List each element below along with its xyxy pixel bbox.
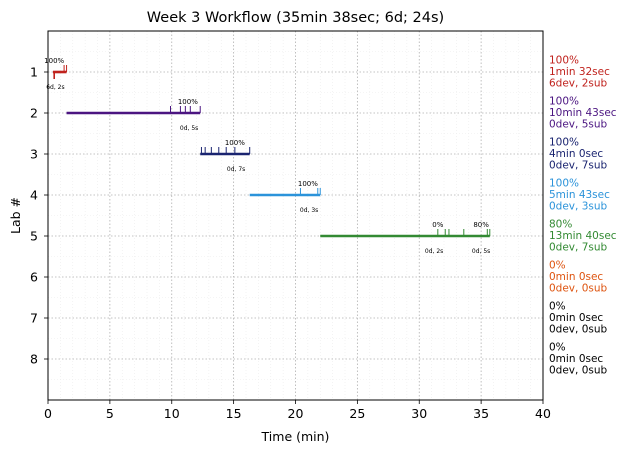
x-tick-label: 5 [106, 406, 114, 421]
dev-sub-label: 6d, 2s [46, 84, 64, 91]
x-tick-label: 20 [288, 406, 304, 421]
status-line: 0dev, 7sub [549, 242, 608, 254]
status-line: 100% [549, 137, 579, 149]
x-tick-label: 0 [44, 406, 52, 421]
dev-sub-label: 0d, 5s [180, 125, 198, 132]
status-line: 100% [549, 55, 579, 67]
lab-bars: 100% 6d, 2s 100% 0d, 5s 100% 0d, 7s 100% 0d, 3s… [44, 57, 490, 255]
progress-label: 100% [225, 139, 245, 147]
y-tick-label: 6 [30, 270, 38, 285]
x-tick-label: 15 [226, 406, 242, 421]
dev-sub-label: 0d, 5s [472, 248, 490, 255]
progress-label: 0% [432, 221, 443, 229]
y-axis-label: Lab # [8, 197, 23, 234]
status-line: 13min 40sec [549, 230, 617, 242]
status-line: 5min 43sec [549, 189, 610, 201]
x-tick-label: 30 [411, 406, 427, 421]
y-tick-label: 4 [30, 188, 38, 203]
y-tick-label: 8 [30, 352, 38, 367]
progress-label: 80% [473, 221, 489, 229]
status-line: 0dev, 5sub [549, 119, 608, 131]
status-line: 1min 32sec [549, 66, 610, 78]
chart-title: Week 3 Workflow (35min 38sec; 6d; 24s) [147, 10, 444, 26]
status-line: 10min 43sec [549, 107, 617, 119]
x-tick-label: 25 [349, 406, 365, 421]
status-line: 0min 0sec [549, 312, 603, 324]
y-tick-label: 5 [30, 229, 38, 244]
status-line: 0dev, 3sub [549, 201, 608, 213]
status-line: 0% [549, 260, 566, 272]
lab-1-group: 100% 6d, 2s [44, 57, 68, 91]
status-line: 0dev, 0sub [549, 324, 608, 336]
status-line: 0min 0sec [549, 271, 603, 283]
lab-2-group: 100% 0d, 5s [66, 98, 201, 132]
dev-sub-label: 0d, 2s [425, 248, 443, 255]
lab-3-group: 100% 0d, 7s [200, 139, 251, 173]
status-line: 100% [549, 178, 579, 190]
status-line: 6dev, 2sub [549, 78, 608, 90]
y-tick-label: 2 [30, 106, 38, 121]
lab-5-group: 0% 80% 0d, 2s 0d, 5s [320, 221, 490, 255]
progress-label: 100% [178, 98, 198, 106]
x-tick-label: 10 [164, 406, 180, 421]
status-line: 80% [549, 219, 572, 231]
dev-sub-label: 0d, 3s [300, 207, 318, 214]
status-line: 0dev, 0sub [549, 365, 608, 377]
progress-label: 100% [44, 57, 64, 65]
x-axis-label: Time (min) [261, 429, 330, 444]
status-line: 0% [549, 342, 566, 354]
status-line: 0min 0sec [549, 353, 603, 365]
status-line: 0% [549, 301, 566, 313]
axes: 0 5 10 15 20 25 30 35 40 1 2 3 4 5 6 7 8 [30, 65, 551, 422]
y-tick-label: 1 [30, 65, 38, 80]
status-line: 100% [549, 96, 579, 108]
x-tick-label: 35 [473, 406, 489, 421]
y-tick-label: 7 [30, 311, 38, 326]
status-line: 0dev, 7sub [549, 160, 608, 172]
dev-sub-label: 0d, 7s [227, 166, 245, 173]
progress-label: 100% [298, 180, 318, 188]
status-line: 4min 0sec [549, 148, 603, 160]
x-tick-label: 40 [535, 406, 551, 421]
status-line: 0dev, 0sub [549, 283, 608, 295]
y-tick-label: 3 [30, 147, 38, 162]
lab-4-group: 100% 0d, 3s [249, 180, 321, 214]
